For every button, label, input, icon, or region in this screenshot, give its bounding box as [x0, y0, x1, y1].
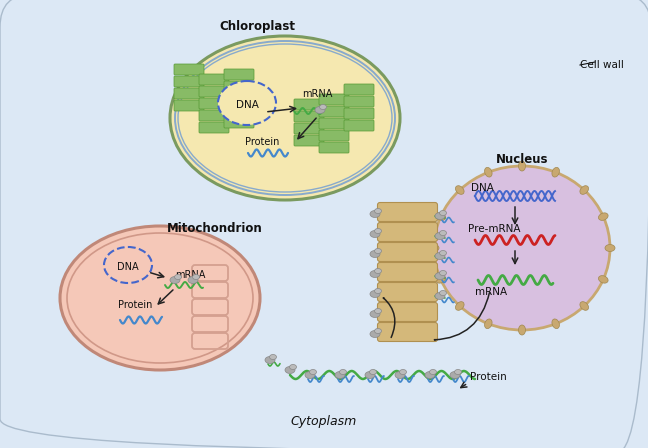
Text: DNA: DNA	[236, 100, 259, 110]
FancyBboxPatch shape	[344, 120, 374, 131]
Text: DNA: DNA	[471, 183, 494, 193]
Text: Pre-mRNA: Pre-mRNA	[468, 224, 520, 234]
FancyBboxPatch shape	[319, 118, 349, 129]
FancyBboxPatch shape	[378, 302, 437, 322]
Ellipse shape	[439, 211, 446, 215]
Ellipse shape	[434, 166, 610, 330]
Ellipse shape	[375, 208, 382, 214]
Ellipse shape	[365, 371, 375, 379]
Ellipse shape	[436, 276, 446, 283]
Ellipse shape	[335, 371, 345, 379]
Ellipse shape	[370, 271, 380, 277]
FancyBboxPatch shape	[319, 142, 349, 153]
FancyBboxPatch shape	[199, 110, 229, 121]
Ellipse shape	[290, 365, 297, 370]
Ellipse shape	[170, 276, 180, 284]
Ellipse shape	[450, 371, 460, 379]
FancyBboxPatch shape	[224, 93, 254, 104]
Ellipse shape	[270, 354, 277, 359]
FancyBboxPatch shape	[294, 123, 324, 134]
FancyBboxPatch shape	[174, 88, 204, 99]
Ellipse shape	[370, 310, 380, 318]
Ellipse shape	[518, 325, 526, 335]
Ellipse shape	[375, 289, 382, 293]
FancyBboxPatch shape	[294, 135, 324, 146]
FancyBboxPatch shape	[294, 99, 324, 110]
Ellipse shape	[370, 231, 380, 237]
FancyBboxPatch shape	[174, 100, 204, 111]
FancyBboxPatch shape	[199, 98, 229, 109]
Ellipse shape	[485, 319, 492, 328]
Ellipse shape	[319, 104, 327, 109]
Ellipse shape	[439, 271, 446, 276]
Text: mRNA: mRNA	[175, 270, 205, 280]
FancyBboxPatch shape	[378, 223, 437, 241]
FancyBboxPatch shape	[199, 86, 229, 97]
Ellipse shape	[599, 213, 608, 220]
Ellipse shape	[429, 245, 439, 251]
Ellipse shape	[435, 293, 445, 300]
Ellipse shape	[285, 366, 295, 374]
FancyArrowPatch shape	[384, 298, 395, 337]
FancyBboxPatch shape	[174, 64, 204, 75]
Text: Protein: Protein	[245, 137, 279, 147]
Text: Protein: Protein	[118, 300, 152, 310]
Ellipse shape	[439, 250, 446, 255]
FancyBboxPatch shape	[344, 84, 374, 95]
FancyBboxPatch shape	[294, 111, 324, 122]
Ellipse shape	[192, 275, 200, 280]
Ellipse shape	[580, 302, 588, 310]
Ellipse shape	[188, 276, 198, 284]
Ellipse shape	[430, 370, 437, 375]
Text: Mitochondrion: Mitochondrion	[167, 222, 263, 235]
Ellipse shape	[60, 226, 260, 370]
Ellipse shape	[599, 276, 608, 283]
Ellipse shape	[370, 250, 380, 258]
FancyBboxPatch shape	[319, 106, 349, 117]
Text: mRNA: mRNA	[475, 287, 507, 297]
Text: Nucleus: Nucleus	[496, 153, 548, 166]
Ellipse shape	[315, 107, 325, 113]
Text: DNA: DNA	[117, 262, 139, 272]
FancyBboxPatch shape	[378, 263, 437, 281]
FancyBboxPatch shape	[378, 283, 437, 302]
Ellipse shape	[435, 233, 445, 240]
FancyArrowPatch shape	[434, 293, 489, 340]
FancyBboxPatch shape	[224, 69, 254, 80]
Ellipse shape	[375, 309, 382, 314]
Ellipse shape	[174, 275, 181, 280]
Ellipse shape	[456, 302, 464, 310]
Ellipse shape	[580, 186, 588, 194]
FancyBboxPatch shape	[344, 96, 374, 107]
Ellipse shape	[375, 328, 382, 333]
FancyBboxPatch shape	[224, 105, 254, 116]
FancyBboxPatch shape	[174, 76, 204, 87]
FancyBboxPatch shape	[319, 94, 349, 105]
Ellipse shape	[435, 253, 445, 259]
Ellipse shape	[436, 213, 446, 220]
Ellipse shape	[104, 247, 152, 283]
Ellipse shape	[375, 268, 382, 273]
FancyBboxPatch shape	[344, 108, 374, 119]
FancyBboxPatch shape	[378, 323, 437, 341]
Ellipse shape	[375, 228, 382, 233]
Text: Cytoplasm: Cytoplasm	[291, 415, 357, 428]
Text: Cell wall: Cell wall	[580, 60, 624, 70]
Ellipse shape	[439, 290, 446, 296]
Ellipse shape	[218, 81, 276, 125]
FancyBboxPatch shape	[199, 74, 229, 85]
Ellipse shape	[370, 211, 380, 217]
Ellipse shape	[456, 186, 464, 194]
FancyBboxPatch shape	[378, 202, 437, 221]
Ellipse shape	[310, 370, 316, 375]
FancyBboxPatch shape	[224, 117, 254, 128]
Text: Chloroplast: Chloroplast	[219, 20, 295, 33]
Ellipse shape	[435, 272, 445, 280]
Ellipse shape	[305, 371, 315, 379]
Ellipse shape	[400, 370, 406, 375]
Ellipse shape	[425, 371, 435, 379]
Text: mRNA: mRNA	[302, 89, 332, 99]
Ellipse shape	[435, 212, 445, 220]
